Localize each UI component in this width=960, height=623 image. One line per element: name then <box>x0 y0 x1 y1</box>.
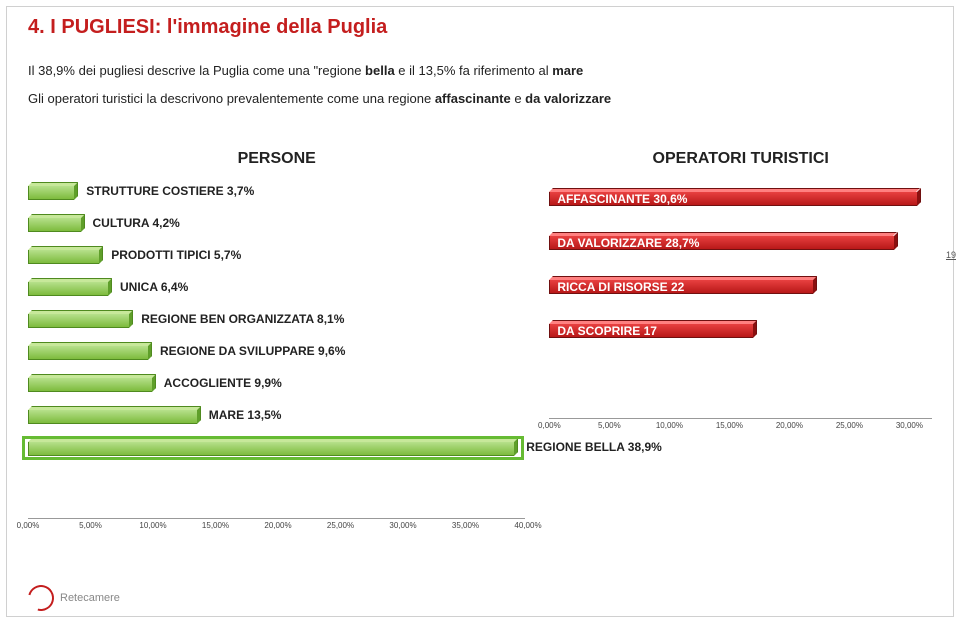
bar <box>28 182 74 204</box>
intro-paragraph-1: Il 38,9% dei pugliesi descrive la Puglia… <box>28 61 932 81</box>
bar-label: DA VALORIZZARE 28,7% <box>557 236 699 250</box>
content-area: PERSONE STRUTTURE COSTIERE 3,7% CULTURA 4… <box>28 150 932 605</box>
operatori-column: OPERATORI TURISTICI AFFASCINANTE 30,6% DA… <box>549 150 932 605</box>
intro-run: da valorizzare <box>525 91 611 106</box>
persone-heading: PERSONE <box>28 150 525 168</box>
x-axis: 0,00%5,00%10,00%15,00%20,00%25,00%30,00%… <box>28 518 525 536</box>
bar <box>28 214 81 236</box>
logo-icon <box>23 580 59 616</box>
logo: Retecamere <box>28 585 120 611</box>
x-tick: 25,00% <box>836 421 863 430</box>
intro-run: mare <box>552 63 583 78</box>
x-tick: 0,00% <box>17 521 40 530</box>
persone-column: PERSONE STRUTTURE COSTIERE 3,7% CULTURA 4… <box>28 150 525 605</box>
bar-row: REGIONE DA SVILUPPARE 9,6% <box>28 342 348 364</box>
intro-text: Il 38,9% dei pugliesi descrive la Puglia… <box>0 39 960 108</box>
x-tick: 10,00% <box>139 521 166 530</box>
x-tick: 10,00% <box>656 421 683 430</box>
intro-run: e <box>511 91 525 106</box>
logo-text: Retecamere <box>60 592 120 604</box>
operatori-heading: OPERATORI TURISTICI <box>549 150 932 168</box>
bar-row: UNICA 6,4% <box>28 278 308 300</box>
bar-label: DA SCOPRIRE 17 <box>557 324 657 338</box>
bar <box>28 374 152 396</box>
x-tick: 0,00% <box>538 421 561 430</box>
bar-row: MARE 13,5% <box>28 406 397 428</box>
x-tick: 25,00% <box>327 521 354 530</box>
x-tick: 30,00% <box>896 421 923 430</box>
persone-chart: STRUTTURE COSTIERE 3,7% CULTURA 4,2% PRODO… <box>28 176 525 536</box>
bar-label: REGIONE DA SVILUPPARE 9,6% <box>160 344 345 358</box>
bar-label: REGIONE BEN ORGANIZZATA 8,1% <box>141 312 344 326</box>
x-tick: 5,00% <box>598 421 621 430</box>
bar-label: AFFASCINANTE 30,6% <box>557 192 687 206</box>
bar-row: CULTURA 4,2% <box>28 214 281 236</box>
intro-paragraph-2: Gli operatori turistici la descrivono pr… <box>28 89 932 109</box>
x-tick: 15,00% <box>716 421 743 430</box>
bar-row: STRUTTURE COSTIERE 3,7% <box>28 182 274 204</box>
bar-row: DA SCOPRIRE 17 <box>549 320 953 342</box>
intro-run: Gli operatori turistici la descrivono pr… <box>28 91 435 106</box>
intro-run: bella <box>365 63 395 78</box>
bar-label: ACCOGLIENTE 9,9% <box>164 376 282 390</box>
intro-run: affascinante <box>435 91 511 106</box>
operatori-chart: AFFASCINANTE 30,6% DA VALORIZZARE 28,7% RI… <box>549 176 932 436</box>
bar <box>28 342 148 364</box>
x-tick: 20,00% <box>776 421 803 430</box>
bar-label: MARE 13,5% <box>209 408 282 422</box>
slide-title: 4. I PUGLIESI: l'immagine della Puglia <box>0 0 960 39</box>
highlight-frame <box>22 436 524 460</box>
bar <box>28 278 108 300</box>
intro-run: e il 13,5% fa riferimento al <box>395 63 553 78</box>
x-tick: 30,00% <box>389 521 416 530</box>
bar-label: PRODOTTI TIPICI 5,7% <box>111 248 241 262</box>
x-tick: 20,00% <box>264 521 291 530</box>
bar-label: RICCA DI RISORSE 22 <box>557 280 684 294</box>
x-tick: 35,00% <box>452 521 479 530</box>
bar-row: RICCA DI RISORSE 22 <box>549 276 960 298</box>
bar <box>28 246 99 268</box>
x-tick: 15,00% <box>202 521 229 530</box>
bar-row: DA VALORIZZARE 28,7% <box>549 232 960 254</box>
page-number: 19 <box>946 250 956 260</box>
bar-label: STRUTTURE COSTIERE 3,7% <box>86 184 254 198</box>
bar-row: ACCOGLIENTE 9,9% <box>28 374 352 396</box>
x-axis: 0,00%5,00%10,00%15,00%20,00%25,00%30,00% <box>549 418 932 436</box>
bar-row: AFFASCINANTE 30,6% <box>549 188 960 210</box>
bar-row: PRODOTTI TIPICI 5,7% <box>28 246 299 268</box>
bar-label: CULTURA 4,2% <box>93 216 180 230</box>
bar-row: REGIONE BEN ORGANIZZATA 8,1% <box>28 310 329 332</box>
x-tick: 5,00% <box>79 521 102 530</box>
bar-label: UNICA 6,4% <box>120 280 188 294</box>
bar <box>28 406 197 428</box>
intro-run: Il 38,9% dei pugliesi descrive la Puglia… <box>28 63 365 78</box>
bar <box>28 310 129 332</box>
x-tick: 40,00% <box>514 521 541 530</box>
